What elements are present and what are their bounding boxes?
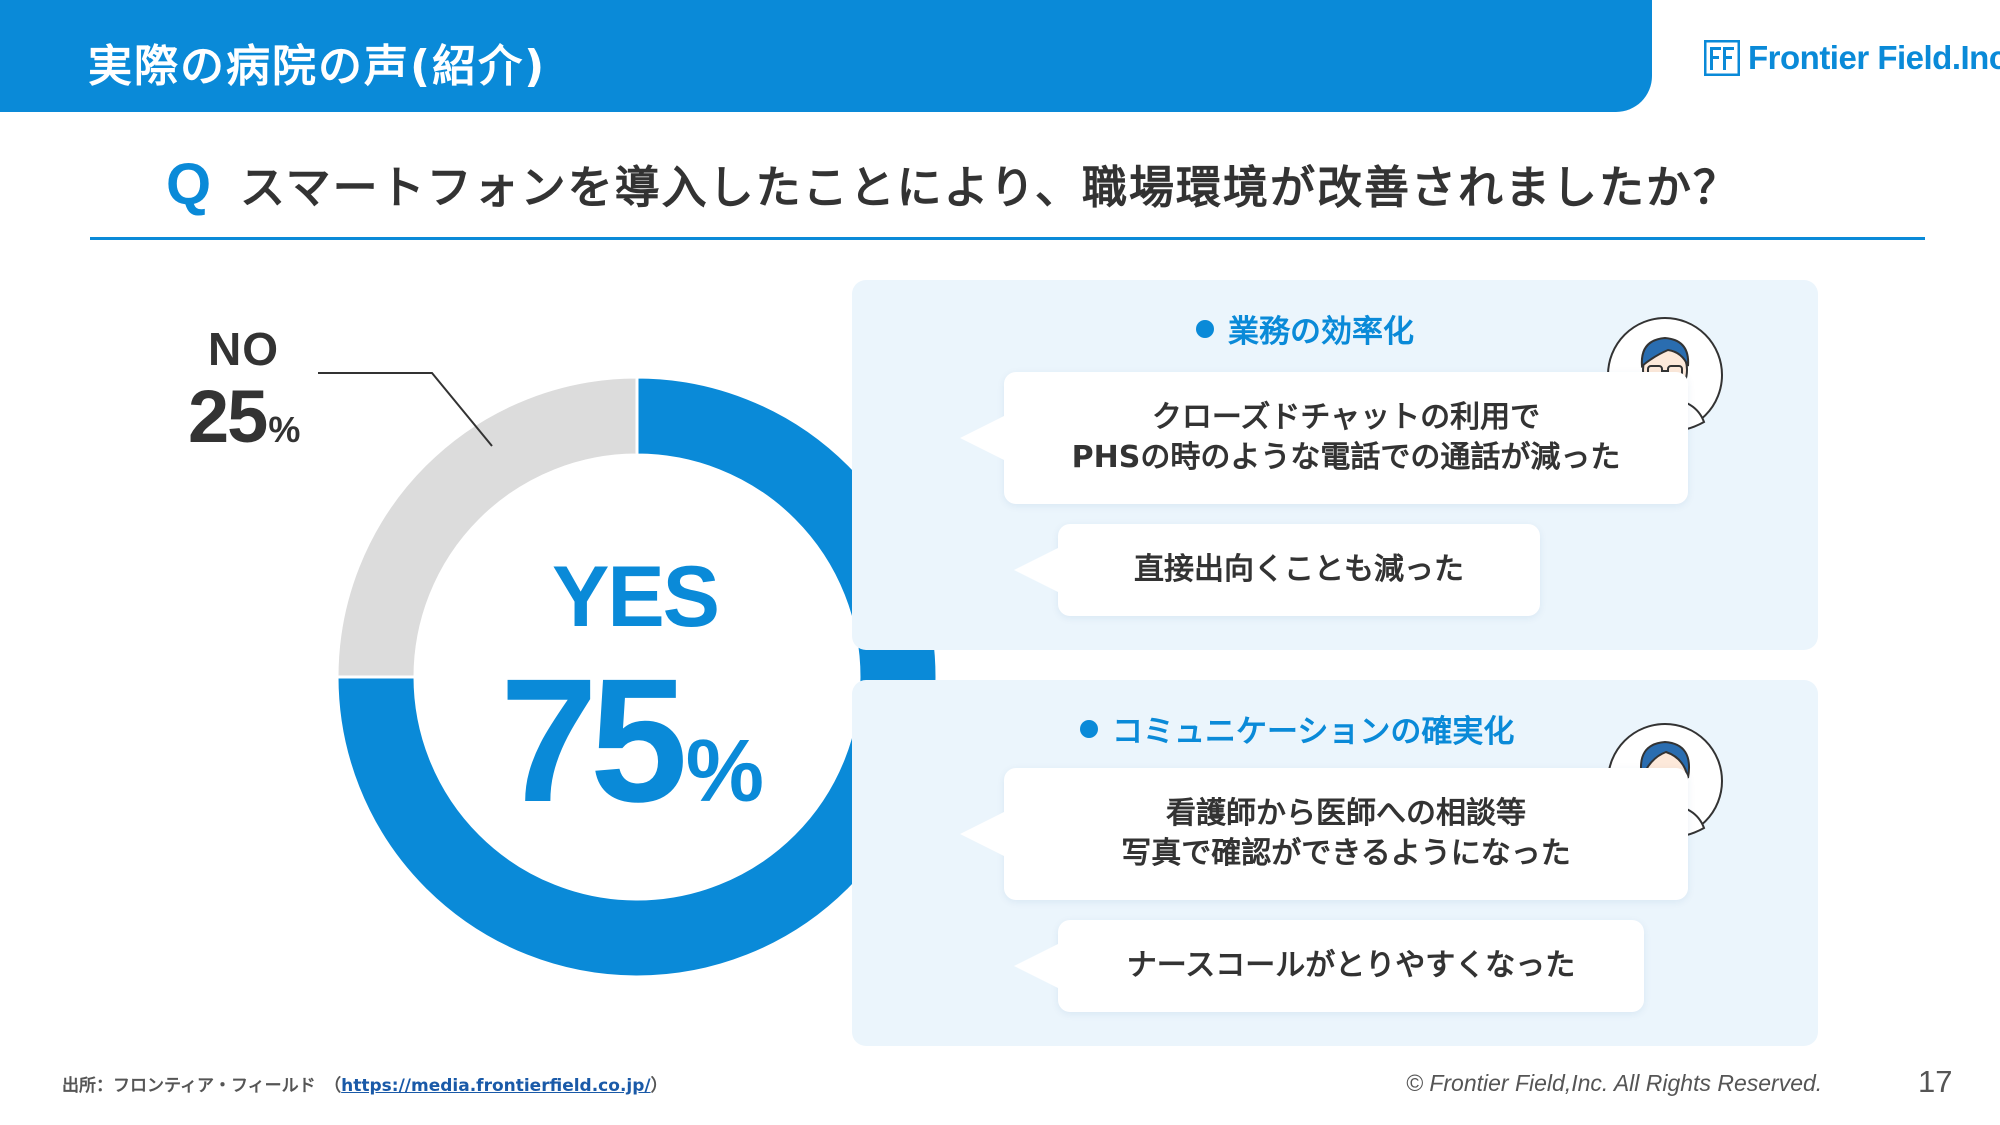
yes-label: YES [551,549,720,645]
bubble-nurse-call: ナースコールがとりやすくなった [1014,920,1644,1012]
bubble-photo-consultation: 看護師から医師への相談等 写真で確認ができるようになった [960,768,1688,900]
source-citation: 出所：フロンティア・フィールド （https://media.frontierf… [62,1071,668,1096]
no-value: 25% [188,374,300,459]
no-value-number: 25 [188,375,268,458]
question-text: スマートフォンを導入したことにより、職場環境が改善されましたか？ [240,161,1740,214]
bubble-line: ナースコールがとりやすくなった [1126,948,1576,983]
no-label: NO [208,323,279,375]
page-number: 17 [1918,1064,1953,1099]
bubble-line: 写真で確認ができるようになった [1121,836,1571,871]
frontier-field-logo-icon [1704,40,1740,76]
bullet-dot-icon [1196,319,1214,338]
bubble-line: PHSの時のような電話での通話が減った [1071,440,1621,475]
bubble-line: 看護師から医師への相談等 [1166,796,1526,831]
question-underline [90,237,1925,240]
yes-value-percent: % [685,721,765,820]
page-title: 実際の病院の声(紹介) [88,41,547,92]
no-value-percent: % [268,409,301,450]
panel-communication-title: コミュニケーションの確実化 [1080,706,1514,751]
bubble-line: 直接出向くことも減った [1134,552,1464,587]
yes-value-number: 75 [500,643,688,839]
question-mark-q: Q [166,152,212,217]
donut-slice-no [335,375,639,679]
panel-efficiency-title-text: 業務の効率化 [1228,314,1414,350]
source-link[interactable]: https://media.frontierfield.co.jp/ [341,1076,651,1096]
no-leader-line [318,372,493,447]
source-prefix: 出所：フロンティア・フィールド （ [62,1076,342,1096]
bubble-line: クローズドチャットの利用で [1151,400,1541,435]
copyright: © Frontier Field,Inc. All Rights Reserve… [1406,1070,1823,1096]
company-logo: Frontier Field.Inc. [1704,38,2000,78]
source-suffix: ） [650,1076,668,1096]
panel-communication-title-text: コミュニケーションの確実化 [1112,714,1515,750]
panel-efficiency-title: 業務の効率化 [1196,306,1414,351]
bullet-dot-icon [1080,719,1098,738]
logo-text: Frontier Field.Inc. [1748,39,2000,76]
yes-value: 75% [500,640,764,842]
bubble-fewer-visits: 直接出向くことも減った [1014,524,1540,616]
header-bar: 実際の病院の声(紹介) [0,0,1652,112]
bubble-chat-reduced-calls: クローズドチャットの利用で PHSの時のような電話での通話が減った [960,372,1688,504]
